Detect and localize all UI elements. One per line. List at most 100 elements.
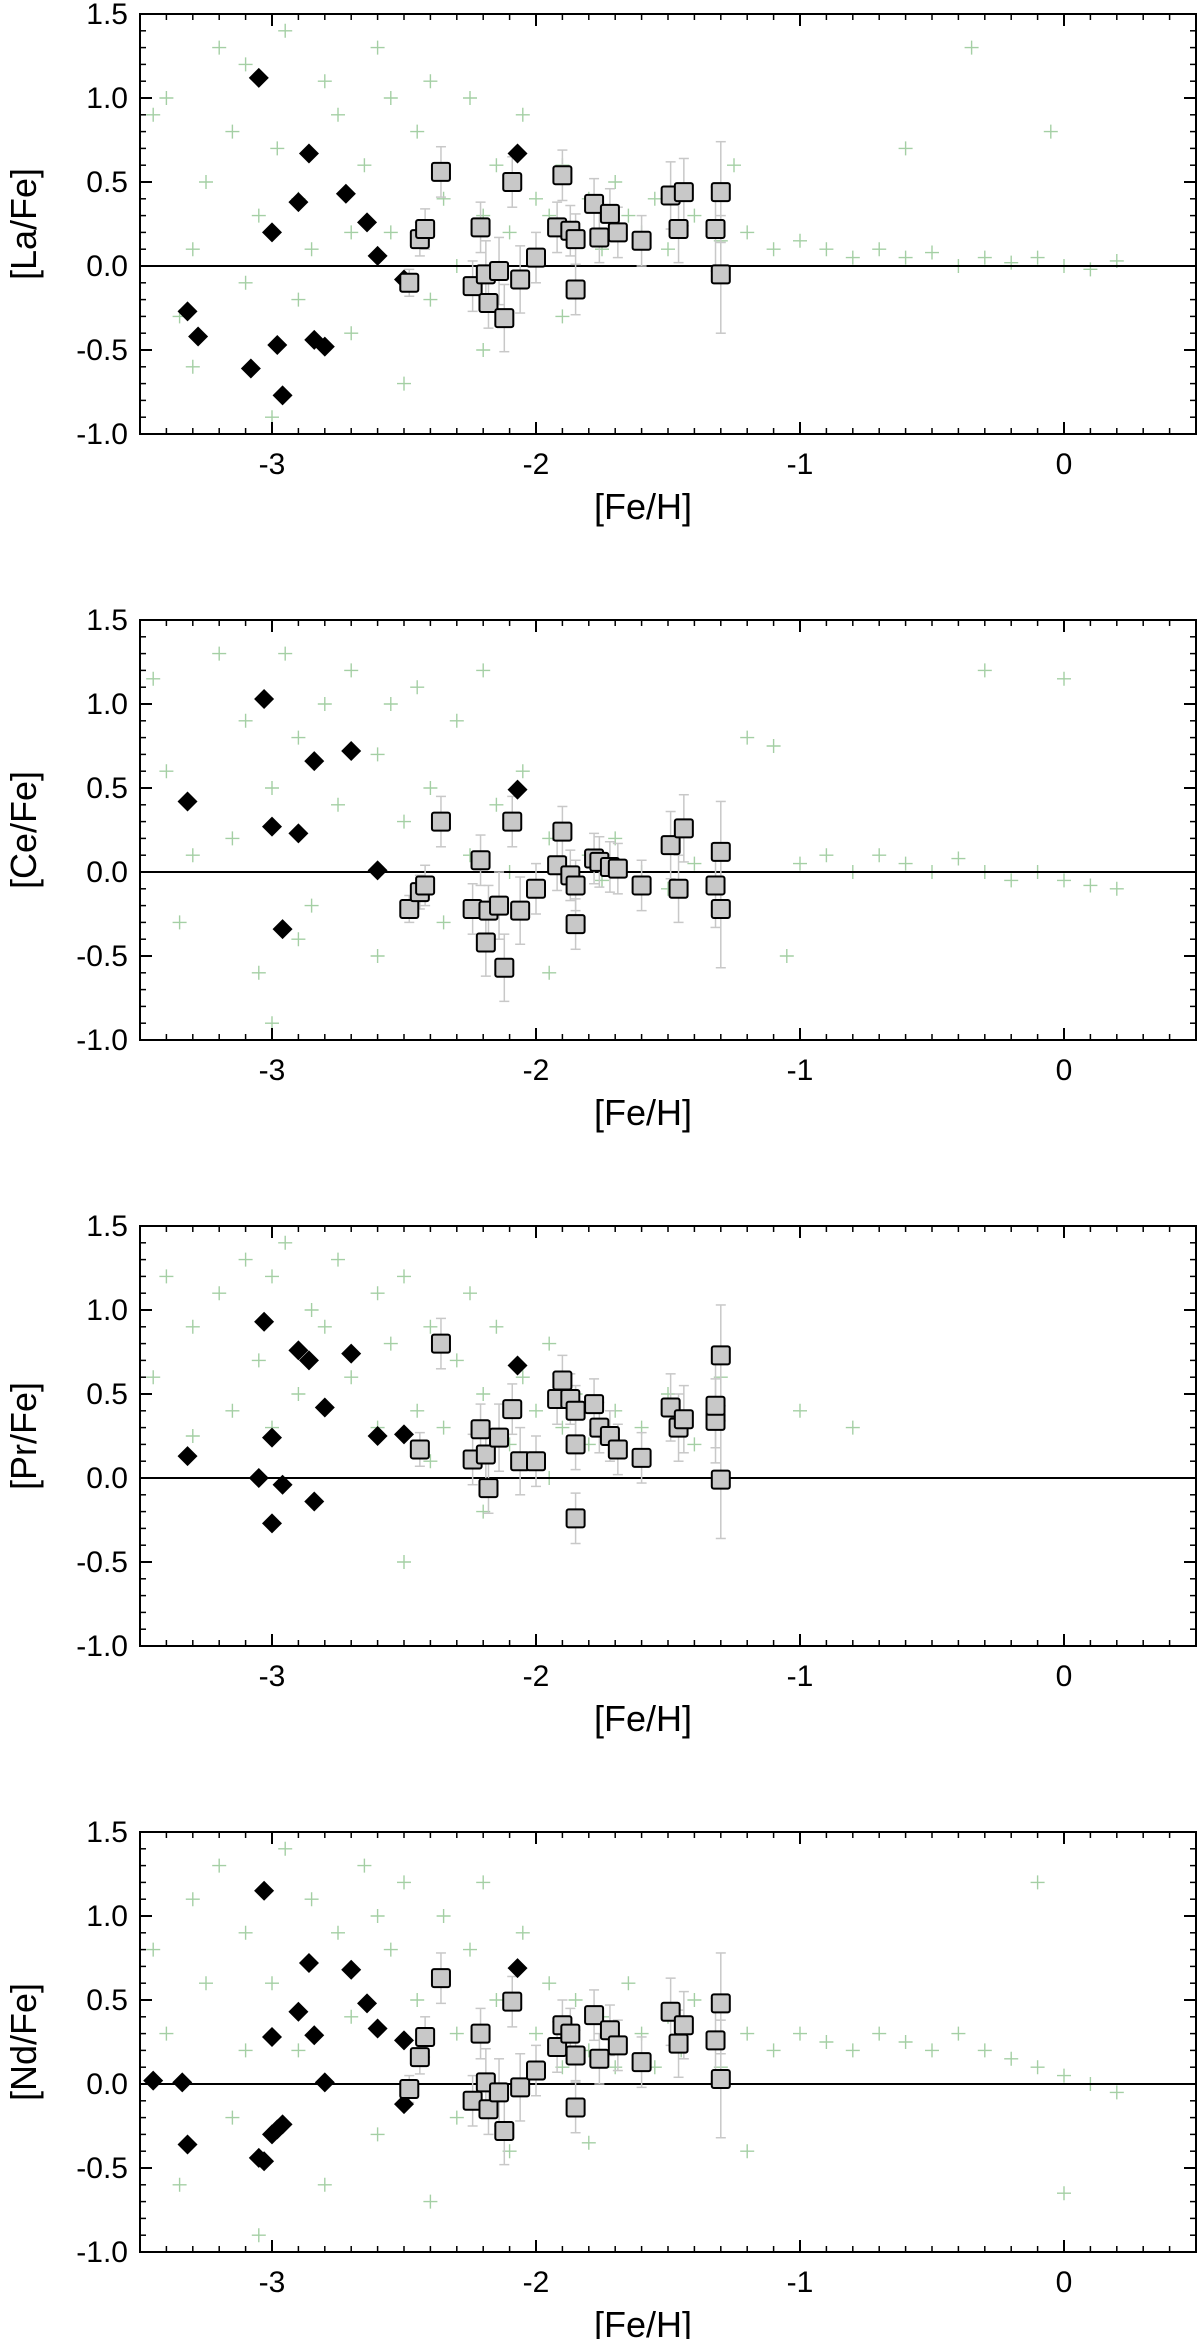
- gray-square-marker: [552, 165, 573, 186]
- field-star-plus-icon: [1109, 2085, 1124, 2100]
- field-star-plus-icon: [515, 107, 530, 122]
- gray-square-marker: [415, 875, 436, 896]
- field-star-plus-icon: [568, 1993, 583, 2007]
- x-tick-label: -2: [523, 1660, 550, 1693]
- gray-square-marker: [409, 2047, 430, 2068]
- gray-square-marker: [489, 2082, 510, 2103]
- field-star-plus-icon: [159, 764, 174, 779]
- field-star-plus-icon: [661, 242, 675, 257]
- black-diamond-marker: [394, 1424, 414, 1445]
- field-star-plus-icon: [344, 326, 359, 341]
- data-layer: [140, 1235, 1196, 1569]
- gray-square-marker: [526, 878, 546, 899]
- field-star-plus-icon: [331, 107, 345, 122]
- field-star-plus-icon: [687, 208, 702, 223]
- field-star-plus-icon: [251, 1353, 266, 1368]
- field-star-plus-icon: [740, 730, 755, 745]
- field-star-plus-icon: [1083, 262, 1098, 277]
- x-axis-label: [Fe/H]: [594, 2304, 692, 2339]
- field-star-plus-icon: [423, 1319, 438, 1334]
- gray-square-marker: [660, 835, 681, 856]
- field-star-plus-icon: [555, 309, 570, 324]
- gray-square-marker: [502, 1399, 523, 1420]
- field-star-plus-icon: [740, 2026, 755, 2041]
- gray-square-marker: [565, 229, 586, 250]
- field-star-plus-icon: [212, 1286, 227, 1301]
- field-star-plus-icon: [727, 158, 741, 173]
- field-star-plus-icon: [238, 1252, 253, 1267]
- field-star-plus-icon: [581, 2135, 596, 2150]
- gray-square-marker: [607, 1439, 628, 1460]
- y-tick-label: -0.5: [76, 940, 128, 973]
- panel-pr-fe: [Pr/Fe] [Fe/H] -3 -2 -1 0 -1.0 -0.5 0.0 0.5 1.0 1…: [3, 1210, 1197, 1739]
- gray-square-marker: [489, 261, 510, 282]
- black-diamond-marker: [341, 1959, 362, 1980]
- field-star-plus-icon: [383, 91, 398, 105]
- field-star-plus-icon: [251, 208, 266, 223]
- field-star-plus-icon: [872, 2026, 887, 2041]
- gray-square-marker: [552, 821, 573, 842]
- field-star-plus-icon: [159, 91, 174, 105]
- field-star-plus-icon: [304, 1892, 319, 1907]
- field-star-plus-icon: [185, 242, 200, 257]
- field-star-plus-icon: [331, 1925, 345, 1940]
- field-star-plus-icon: [159, 2026, 174, 2041]
- field-star-plus-icon: [476, 1387, 491, 1401]
- black-diamond-marker: [314, 1397, 335, 1418]
- field-star-plus-icon: [278, 1841, 293, 1856]
- gray-square-marker: [560, 2023, 581, 2044]
- field-star-plus-icon: [542, 1976, 557, 1991]
- field-star-plus-icon: [898, 141, 913, 156]
- field-star-plus-icon: [779, 949, 794, 963]
- field-star-plus-icon: [529, 2026, 543, 2041]
- field-star-plus-icon: [1057, 2186, 1071, 2201]
- field-star-plus-icon: [1083, 878, 1098, 893]
- field-star-plus-icon: [872, 848, 887, 863]
- gray-square-marker: [705, 875, 726, 896]
- field-star-plus-icon: [397, 376, 411, 391]
- field-star-plus-icon: [370, 949, 385, 963]
- field-star-plus-icon: [212, 1858, 227, 1873]
- gray-square-marker: [673, 182, 694, 203]
- gray-square-marker: [565, 1400, 586, 1421]
- y-tick-label: 0.0: [86, 1462, 128, 1495]
- gray-square-marker: [668, 2033, 689, 2054]
- field-star-plus-icon: [317, 74, 332, 89]
- x-tick-label: -2: [523, 1054, 550, 1087]
- gray-square-marker: [710, 1345, 731, 1366]
- field-star-plus-icon: [845, 2043, 860, 2058]
- gray-square-marker: [631, 1447, 652, 1468]
- field-star-plus-icon: [278, 646, 293, 661]
- gray-square-marker: [510, 2077, 531, 2098]
- field-star-plus-icon: [185, 1319, 200, 1334]
- field-star-plus-icon: [608, 175, 623, 189]
- gray-square-marker: [565, 914, 586, 935]
- black-diamond-marker: [367, 860, 388, 881]
- field-star-plus-icon: [278, 23, 293, 38]
- black-diamond-marker: [177, 791, 198, 812]
- black-diamond-marker: [254, 2151, 275, 2172]
- black-diamond-marker: [272, 2114, 293, 2135]
- field-star-plus-icon: [819, 848, 834, 863]
- field-star-plus-icon: [449, 713, 464, 728]
- field-star-plus-icon: [436, 915, 451, 930]
- field-star-plus-icon: [383, 1942, 398, 1957]
- x-tick-label: -1: [787, 1660, 814, 1693]
- field-star-plus-icon: [1057, 671, 1071, 686]
- black-diamond-marker: [177, 2134, 198, 2155]
- field-star-plus-icon: [977, 2043, 992, 2058]
- field-star-plus-icon: [212, 646, 227, 661]
- field-star-plus-icon: [687, 856, 702, 871]
- black-diamond-marker: [177, 1446, 198, 1467]
- field-star-plus-icon: [172, 915, 187, 930]
- field-star-plus-icon: [357, 1858, 372, 1873]
- field-star-plus-icon: [489, 1993, 504, 2007]
- field-star-plus-icon: [317, 2177, 332, 2192]
- field-star-plus-icon: [845, 1420, 860, 1435]
- black-diamond-marker: [507, 143, 528, 164]
- black-diamond-marker: [272, 1474, 293, 1495]
- y-tick-label: 0.5: [86, 772, 128, 805]
- field-star-plus-icon: [449, 2026, 464, 2041]
- field-star-plus-icon: [304, 1303, 319, 1317]
- field-star-plus-icon: [410, 680, 425, 695]
